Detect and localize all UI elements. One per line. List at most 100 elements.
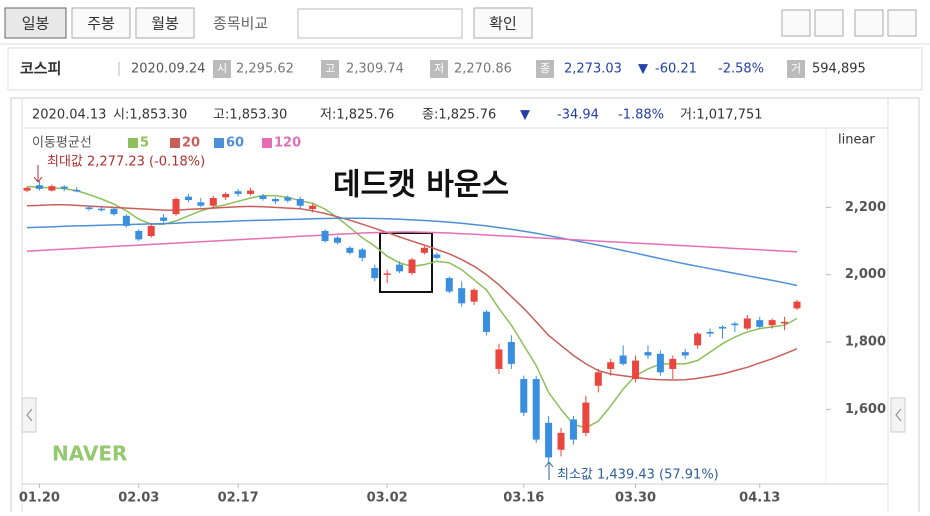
side-arrow bbox=[895, 408, 902, 422]
info-close: 종:1,825.76 bbox=[422, 108, 496, 123]
label-icon bbox=[213, 60, 231, 78]
info-change: -34.94 bbox=[557, 108, 599, 123]
candle-body bbox=[781, 321, 789, 324]
info-open: 시:1,853.30 bbox=[113, 108, 187, 123]
label-icon bbox=[536, 60, 554, 78]
side-tab[interactable] bbox=[21, 397, 37, 433]
candle-body bbox=[545, 422, 553, 458]
y-tick-label: 2,200 bbox=[845, 200, 886, 215]
info-low: 저:1,825.76 bbox=[320, 108, 394, 123]
label-icon bbox=[787, 60, 805, 78]
candle-body bbox=[569, 419, 577, 440]
candle-body bbox=[520, 379, 528, 413]
tool-icon[interactable] bbox=[781, 9, 811, 37]
candle-body bbox=[445, 278, 453, 292]
candle-body bbox=[309, 205, 317, 210]
side-arrow bbox=[26, 408, 33, 422]
label-icon-text: 거 bbox=[791, 62, 801, 75]
label-icon bbox=[321, 60, 339, 78]
legend-label: 60 bbox=[226, 136, 244, 151]
legend-swatch bbox=[128, 138, 138, 148]
candle-body bbox=[247, 190, 255, 194]
confirm-button[interactable] bbox=[473, 7, 533, 39]
candle-body bbox=[632, 360, 640, 380]
chart-frame bbox=[10, 97, 920, 516]
candle-body bbox=[768, 320, 776, 326]
candle-body bbox=[495, 349, 503, 369]
candle-body bbox=[458, 288, 466, 304]
candle-body bbox=[135, 230, 143, 240]
x-tick-label: 03.30 bbox=[615, 491, 656, 506]
candle-body bbox=[73, 189, 81, 192]
candle-body bbox=[607, 362, 615, 369]
summary-box bbox=[7, 47, 923, 91]
legend-label: 20 bbox=[182, 136, 200, 151]
chart-title: 데드캣 바운스 bbox=[333, 168, 509, 203]
candle-body bbox=[706, 331, 714, 334]
candle-body bbox=[371, 267, 379, 279]
legend-label: 120 bbox=[274, 136, 301, 151]
print-icon[interactable] bbox=[887, 9, 917, 37]
info-change-pct: -1.88% bbox=[618, 108, 664, 123]
candle-body bbox=[582, 402, 590, 433]
legend-swatch bbox=[170, 138, 180, 148]
candle-body bbox=[532, 379, 540, 440]
candle-body bbox=[197, 202, 205, 206]
label-icon-text: 종 bbox=[540, 62, 550, 75]
candle-body bbox=[110, 208, 118, 215]
legend-swatch bbox=[214, 138, 224, 148]
side-tab[interactable] bbox=[890, 397, 906, 433]
candle-body bbox=[35, 185, 43, 189]
candle-body bbox=[160, 217, 168, 221]
button-day[interactable] bbox=[4, 7, 67, 39]
compare-input[interactable] bbox=[297, 8, 463, 39]
candle-body bbox=[358, 249, 366, 258]
button-label: 주봉 bbox=[87, 15, 115, 33]
index-name: 코스피 bbox=[20, 60, 61, 78]
candle-body bbox=[483, 311, 491, 332]
candle-body bbox=[122, 215, 130, 226]
candle-body bbox=[321, 230, 329, 242]
candle-body bbox=[383, 273, 391, 275]
info-direction: ▼ bbox=[520, 108, 530, 123]
summary-volume: 594,895 bbox=[812, 62, 866, 77]
button-label: 확인 bbox=[489, 15, 517, 33]
button-week[interactable] bbox=[71, 7, 131, 39]
candle-body bbox=[756, 320, 764, 327]
max-arrow bbox=[33, 165, 43, 183]
info-volume: 거:1,017,751 bbox=[680, 108, 763, 123]
candle-body bbox=[271, 198, 279, 202]
legend-label: 5 bbox=[140, 136, 149, 151]
candle-body bbox=[172, 198, 180, 215]
tool-icon[interactable] bbox=[814, 9, 844, 37]
candle-body bbox=[259, 195, 267, 199]
candle-body bbox=[420, 247, 428, 253]
candle-body bbox=[346, 247, 354, 253]
x-tick-label: 02.03 bbox=[118, 491, 159, 506]
info-date: 2020.04.13 bbox=[32, 108, 106, 123]
candle-body bbox=[681, 352, 689, 356]
x-tick-label: 03.16 bbox=[503, 491, 544, 506]
x-tick-label: 01.20 bbox=[19, 491, 60, 506]
candle-body bbox=[184, 196, 192, 200]
y-tick-label: 1,600 bbox=[845, 402, 886, 417]
x-tick-label: 03.02 bbox=[367, 491, 408, 506]
button-month[interactable] bbox=[135, 7, 195, 39]
summary-change-pct: -2.58% bbox=[718, 62, 764, 77]
candle-body bbox=[619, 355, 627, 364]
candle-body bbox=[234, 191, 242, 194]
candle-body bbox=[85, 207, 93, 210]
info-high: 고:1,853.30 bbox=[213, 108, 287, 123]
tool-icon[interactable] bbox=[854, 9, 884, 37]
direction: ▼ bbox=[638, 62, 648, 77]
candle-body bbox=[147, 225, 155, 237]
max-annotation: 최대값 2,277.23 (-0.18%) bbox=[47, 155, 205, 170]
candle-body bbox=[98, 208, 106, 211]
candle-body bbox=[669, 358, 677, 369]
summary-change: -60.21 bbox=[655, 62, 697, 77]
summary-high: 2,309.74 bbox=[346, 62, 404, 77]
candle-body bbox=[656, 353, 664, 373]
summary-low: 2,270.86 bbox=[454, 62, 512, 77]
